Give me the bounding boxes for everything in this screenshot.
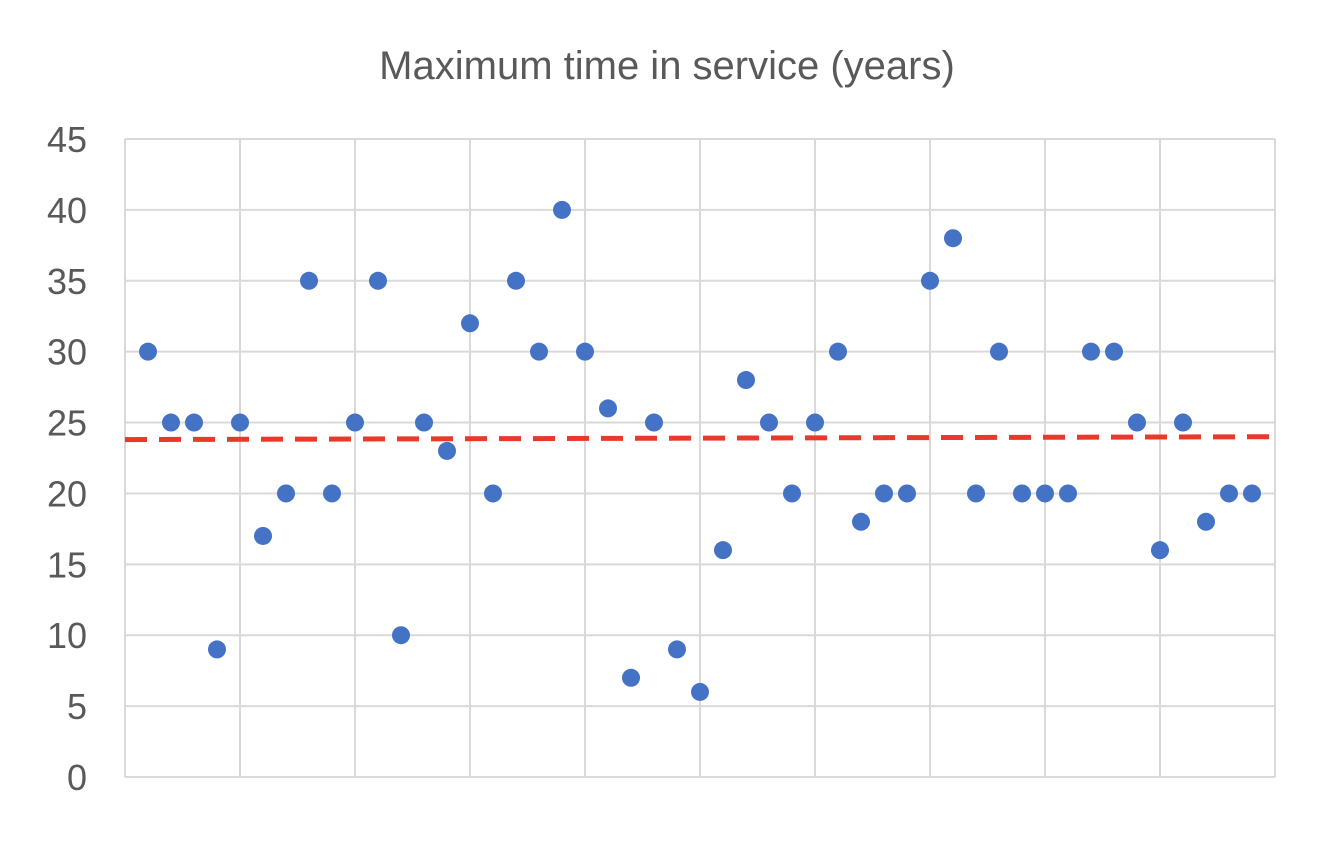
data-point — [645, 413, 663, 432]
data-point — [1013, 484, 1031, 503]
data-point — [369, 271, 387, 290]
data-point — [737, 371, 755, 390]
data-point — [806, 413, 824, 432]
data-point — [484, 484, 502, 503]
data-point — [875, 484, 893, 503]
data-point — [1174, 413, 1192, 432]
data-point — [852, 512, 870, 531]
data-point — [967, 484, 985, 503]
data-point — [599, 399, 617, 418]
y-tick-label: 45 — [47, 119, 87, 160]
data-point — [898, 484, 916, 503]
data-point — [714, 541, 732, 560]
data-point — [1220, 484, 1238, 503]
y-tick-label: 35 — [47, 261, 87, 302]
y-tick-label: 25 — [47, 403, 87, 444]
data-point — [921, 271, 939, 290]
data-point — [760, 413, 778, 432]
data-point — [1082, 342, 1100, 361]
data-point — [208, 640, 226, 659]
data-point — [277, 484, 295, 503]
data-point — [1151, 541, 1169, 560]
data-point — [162, 413, 180, 432]
reference-line — [124, 434, 1276, 443]
data-point — [553, 200, 571, 219]
data-point — [507, 271, 525, 290]
y-tick-label: 5 — [67, 686, 87, 727]
data-point — [438, 441, 456, 460]
data-point — [1036, 484, 1054, 503]
data-point — [231, 413, 249, 432]
data-point — [323, 484, 341, 503]
data-point — [392, 626, 410, 645]
data-point — [1105, 342, 1123, 361]
data-point — [783, 484, 801, 503]
y-tick-label: 15 — [47, 544, 87, 585]
y-tick-label: 10 — [47, 615, 87, 656]
data-point — [944, 229, 962, 248]
y-tick-label: 40 — [47, 190, 87, 231]
data-point — [576, 342, 594, 361]
data-point — [415, 413, 433, 432]
data-point — [622, 668, 640, 687]
data-point — [346, 413, 364, 432]
data-point — [530, 342, 548, 361]
data-point — [300, 271, 318, 290]
data-point — [668, 640, 686, 659]
y-tick-label: 0 — [67, 757, 87, 798]
data-point — [1197, 512, 1215, 531]
data-point — [990, 342, 1008, 361]
chart-title: Maximum time in service (years) — [379, 44, 955, 88]
data-point — [254, 526, 272, 545]
data-point — [1243, 484, 1261, 503]
data-point — [139, 342, 157, 361]
data-point — [829, 342, 847, 361]
data-point — [1059, 484, 1077, 503]
y-tick-label: 30 — [47, 332, 87, 373]
y-tick-label: 20 — [47, 473, 87, 514]
data-point — [185, 413, 203, 432]
data-point — [1128, 413, 1146, 432]
data-point — [461, 314, 479, 333]
data-point — [691, 682, 709, 701]
